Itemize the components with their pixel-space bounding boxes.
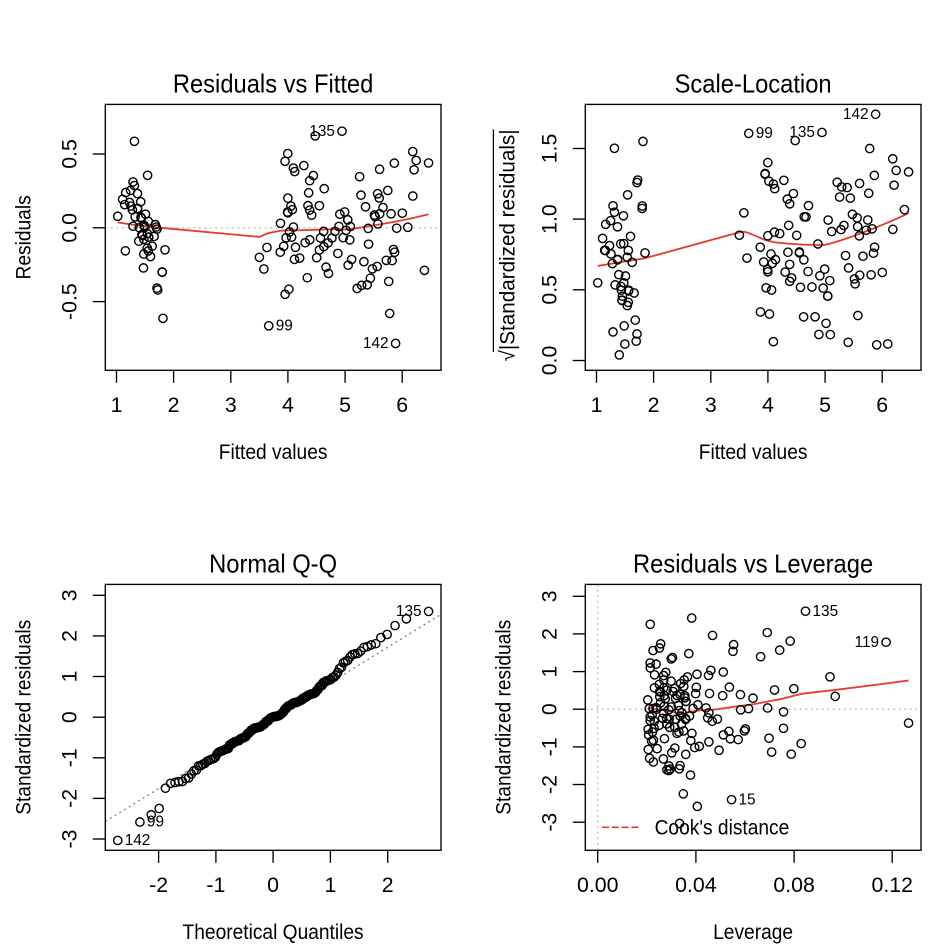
svg-text:Theoretical Quantiles: Theoretical Quantiles (183, 920, 364, 944)
svg-text:1: 1 (537, 666, 561, 678)
svg-text:119: 119 (855, 634, 880, 651)
svg-text:5: 5 (339, 393, 351, 417)
svg-text:Leverage: Leverage (713, 920, 793, 944)
svg-text:3: 3 (537, 590, 561, 602)
svg-text:0.5: 0.5 (537, 275, 561, 305)
svg-text:Scale-Location: Scale-Location (675, 70, 832, 98)
svg-text:0.5: 0.5 (57, 139, 81, 169)
svg-text:135: 135 (789, 124, 815, 141)
svg-text:2: 2 (537, 628, 561, 640)
svg-text:3: 3 (225, 393, 237, 417)
svg-text:135: 135 (396, 603, 422, 620)
svg-text:-2: -2 (537, 775, 561, 794)
svg-text:6: 6 (396, 393, 408, 417)
svg-text:-1: -1 (206, 873, 225, 897)
svg-text:5: 5 (819, 393, 831, 417)
svg-text:142: 142 (125, 832, 151, 849)
svg-text:0.08: 0.08 (773, 873, 814, 897)
svg-text:0: 0 (57, 711, 81, 723)
svg-text:Fitted values: Fitted values (699, 440, 808, 464)
svg-text:Residuals vs Fitted: Residuals vs Fitted (173, 70, 374, 98)
svg-text:0.00: 0.00 (577, 873, 619, 897)
svg-text:2: 2 (57, 630, 81, 642)
svg-text:1.0: 1.0 (537, 204, 561, 234)
svg-text:135: 135 (813, 603, 839, 620)
svg-text:Residuals: Residuals (12, 195, 36, 279)
svg-text:1: 1 (591, 393, 603, 417)
svg-text:0.04: 0.04 (675, 873, 717, 897)
svg-text:-3: -3 (57, 830, 81, 849)
svg-text:15: 15 (739, 791, 756, 808)
svg-text:0: 0 (537, 703, 561, 715)
svg-text:6: 6 (876, 393, 888, 417)
svg-text:99: 99 (147, 814, 164, 831)
svg-text:Standardized residuals: Standardized residuals (12, 620, 36, 815)
svg-text:142: 142 (843, 106, 869, 123)
svg-text:142: 142 (363, 335, 389, 352)
svg-text:-3: -3 (537, 813, 561, 832)
svg-text:4: 4 (762, 393, 774, 417)
svg-text:1: 1 (57, 671, 81, 683)
svg-text:1: 1 (324, 873, 336, 897)
svg-text:Normal Q-Q: Normal Q-Q (209, 550, 337, 578)
svg-text:1: 1 (111, 393, 123, 417)
svg-text:-2: -2 (149, 873, 168, 897)
svg-text:0.12: 0.12 (871, 873, 912, 897)
svg-text:0: 0 (267, 873, 279, 897)
svg-text:99: 99 (756, 125, 773, 142)
svg-text:Cook's distance: Cook's distance (655, 816, 790, 840)
svg-text:-1: -1 (537, 737, 561, 756)
svg-text:-0.5: -0.5 (57, 283, 81, 320)
svg-text:Residuals vs Leverage: Residuals vs Leverage (633, 550, 873, 578)
svg-text:2: 2 (168, 393, 180, 417)
svg-text:-2: -2 (57, 789, 81, 808)
svg-text:-1: -1 (57, 748, 81, 767)
svg-text:3: 3 (57, 589, 81, 601)
svg-text:2: 2 (648, 393, 660, 417)
svg-text:3: 3 (705, 393, 717, 417)
svg-text:135: 135 (309, 123, 335, 140)
svg-text:1.5: 1.5 (537, 134, 561, 164)
svg-text:4: 4 (282, 393, 294, 417)
svg-text:0.0: 0.0 (57, 213, 81, 243)
svg-text:√|Standardized residuals|: √|Standardized residuals| (496, 129, 520, 361)
svg-text:2: 2 (382, 873, 394, 897)
svg-text:0.0: 0.0 (537, 346, 561, 376)
svg-text:Fitted values: Fitted values (219, 440, 328, 464)
svg-text:Standardized residuals: Standardized residuals (492, 620, 516, 815)
svg-text:99: 99 (276, 317, 293, 334)
